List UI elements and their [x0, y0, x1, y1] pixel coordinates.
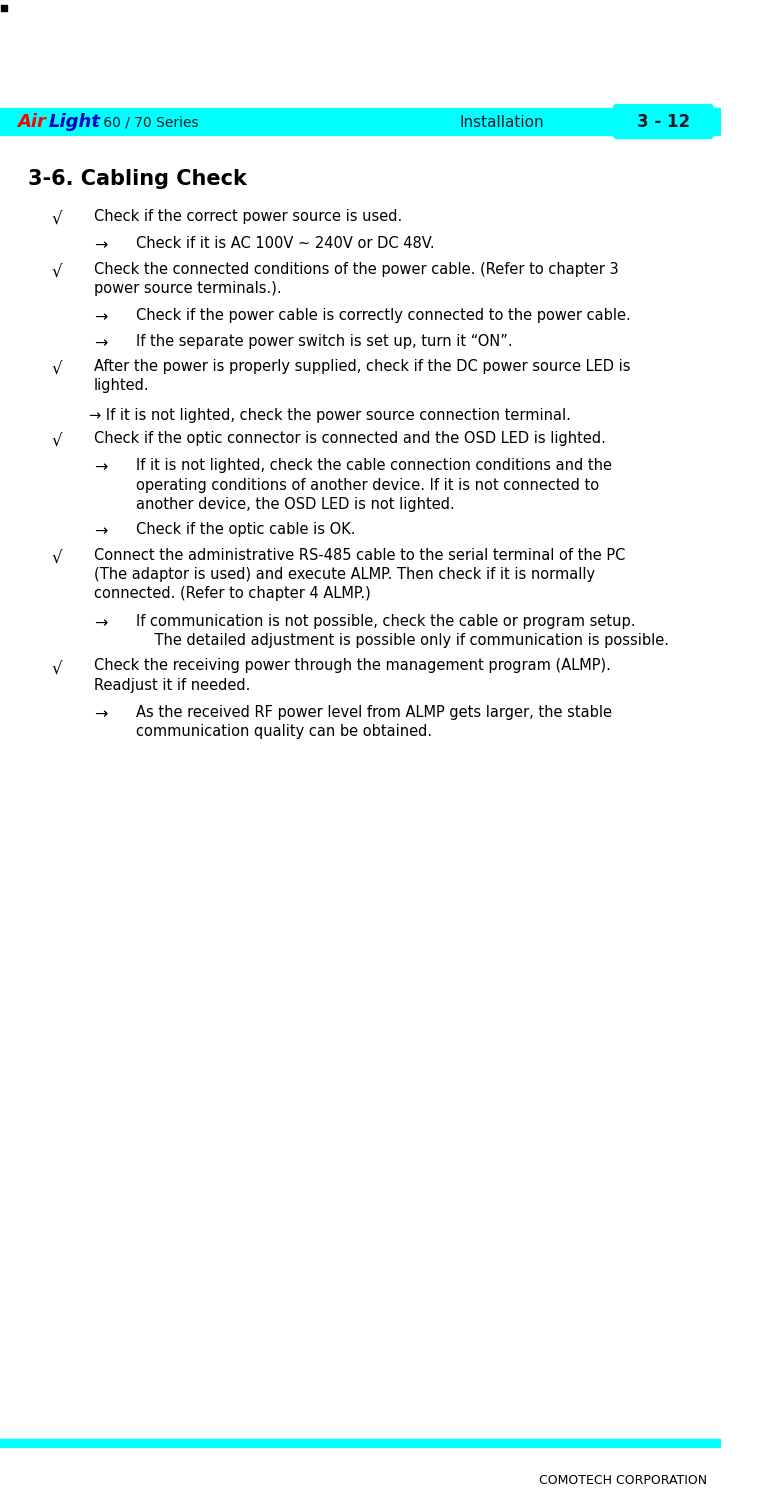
Text: → If it is not lighted, check the power source connection terminal.: → If it is not lighted, check the power …	[89, 408, 571, 423]
Text: Readjust it if needed.: Readjust it if needed.	[94, 677, 250, 692]
Bar	[0, 1438, 721, 1447]
Text: After the power is properly supplied, check if the DC power source LED is: After the power is properly supplied, ch…	[94, 359, 630, 374]
Text: Check the receiving power through the management program (ALMP).: Check the receiving power through the ma…	[94, 658, 611, 673]
Text: connected. (Refer to chapter 4 ALMP.): connected. (Refer to chapter 4 ALMP.)	[94, 587, 370, 602]
Text: If communication is not possible, check the cable or program setup.: If communication is not possible, check …	[136, 613, 635, 628]
Text: Check if the optic connector is connected and the OSD LED is lighted.: Check if the optic connector is connecte…	[94, 430, 605, 447]
Text: →: →	[94, 707, 107, 722]
Text: √: √	[52, 264, 62, 281]
Text: power source terminals.).: power source terminals.).	[94, 281, 281, 296]
Text: As the received RF power level from ALMP gets larger, the stable: As the received RF power level from ALMP…	[136, 704, 612, 721]
Text: √: √	[52, 661, 62, 679]
Text: →: →	[94, 310, 107, 326]
Text: √: √	[52, 211, 62, 229]
Text: Check if the optic cable is OK.: Check if the optic cable is OK.	[136, 523, 355, 538]
Text: →: →	[94, 524, 107, 539]
Text: COMOTECH CORPORATION: COMOTECH CORPORATION	[539, 1474, 708, 1488]
Text: operating conditions of another device. If it is not connected to: operating conditions of another device. …	[136, 478, 599, 493]
Text: If it is not lighted, check the cable connection conditions and the: If it is not lighted, check the cable co…	[136, 459, 612, 474]
Text: Connect the administrative RS-485 cable to the serial terminal of the PC: Connect the administrative RS-485 cable …	[94, 548, 625, 563]
Text: lighted.: lighted.	[94, 378, 149, 393]
Text: √: √	[52, 360, 62, 380]
Text: Check if the correct power source is used.: Check if the correct power source is use…	[94, 208, 402, 225]
Text: (The adaptor is used) and execute ALMP. Then check if it is normally: (The adaptor is used) and execute ALMP. …	[94, 567, 594, 582]
FancyBboxPatch shape	[614, 104, 713, 138]
Text: another device, the OSD LED is not lighted.: another device, the OSD LED is not light…	[136, 497, 454, 512]
Bar	[0, 107, 721, 135]
Text: Light: Light	[49, 113, 101, 131]
Text: Check the connected conditions of the power cable. (Refer to chapter 3: Check the connected conditions of the po…	[94, 262, 618, 277]
Text: Installation: Installation	[459, 115, 544, 130]
Text: The detailed adjustment is possible only if communication is possible.: The detailed adjustment is possible only…	[136, 633, 669, 648]
Text: communication quality can be obtained.: communication quality can be obtained.	[136, 724, 432, 740]
Text: →: →	[94, 238, 107, 253]
Text: →: →	[94, 335, 107, 351]
Text: If the separate power switch is set up, turn it “ON”.: If the separate power switch is set up, …	[136, 334, 513, 348]
Text: √: √	[52, 549, 62, 567]
Text: Air: Air	[17, 113, 45, 131]
Text: √: √	[52, 433, 62, 451]
Text: Check if the power cable is correctly connected to the power cable.: Check if the power cable is correctly co…	[136, 308, 631, 323]
Text: →: →	[94, 616, 107, 631]
Text: 3-6. Cabling Check: 3-6. Cabling Check	[28, 170, 247, 189]
Text: Check if it is AC 100V ∼ 240V or DC 48V.: Check if it is AC 100V ∼ 240V or DC 48V.	[136, 237, 434, 252]
Text: - 60 / 70 Series: - 60 / 70 Series	[94, 116, 199, 130]
Text: →: →	[94, 460, 107, 475]
Text: 3 - 12: 3 - 12	[637, 113, 690, 131]
